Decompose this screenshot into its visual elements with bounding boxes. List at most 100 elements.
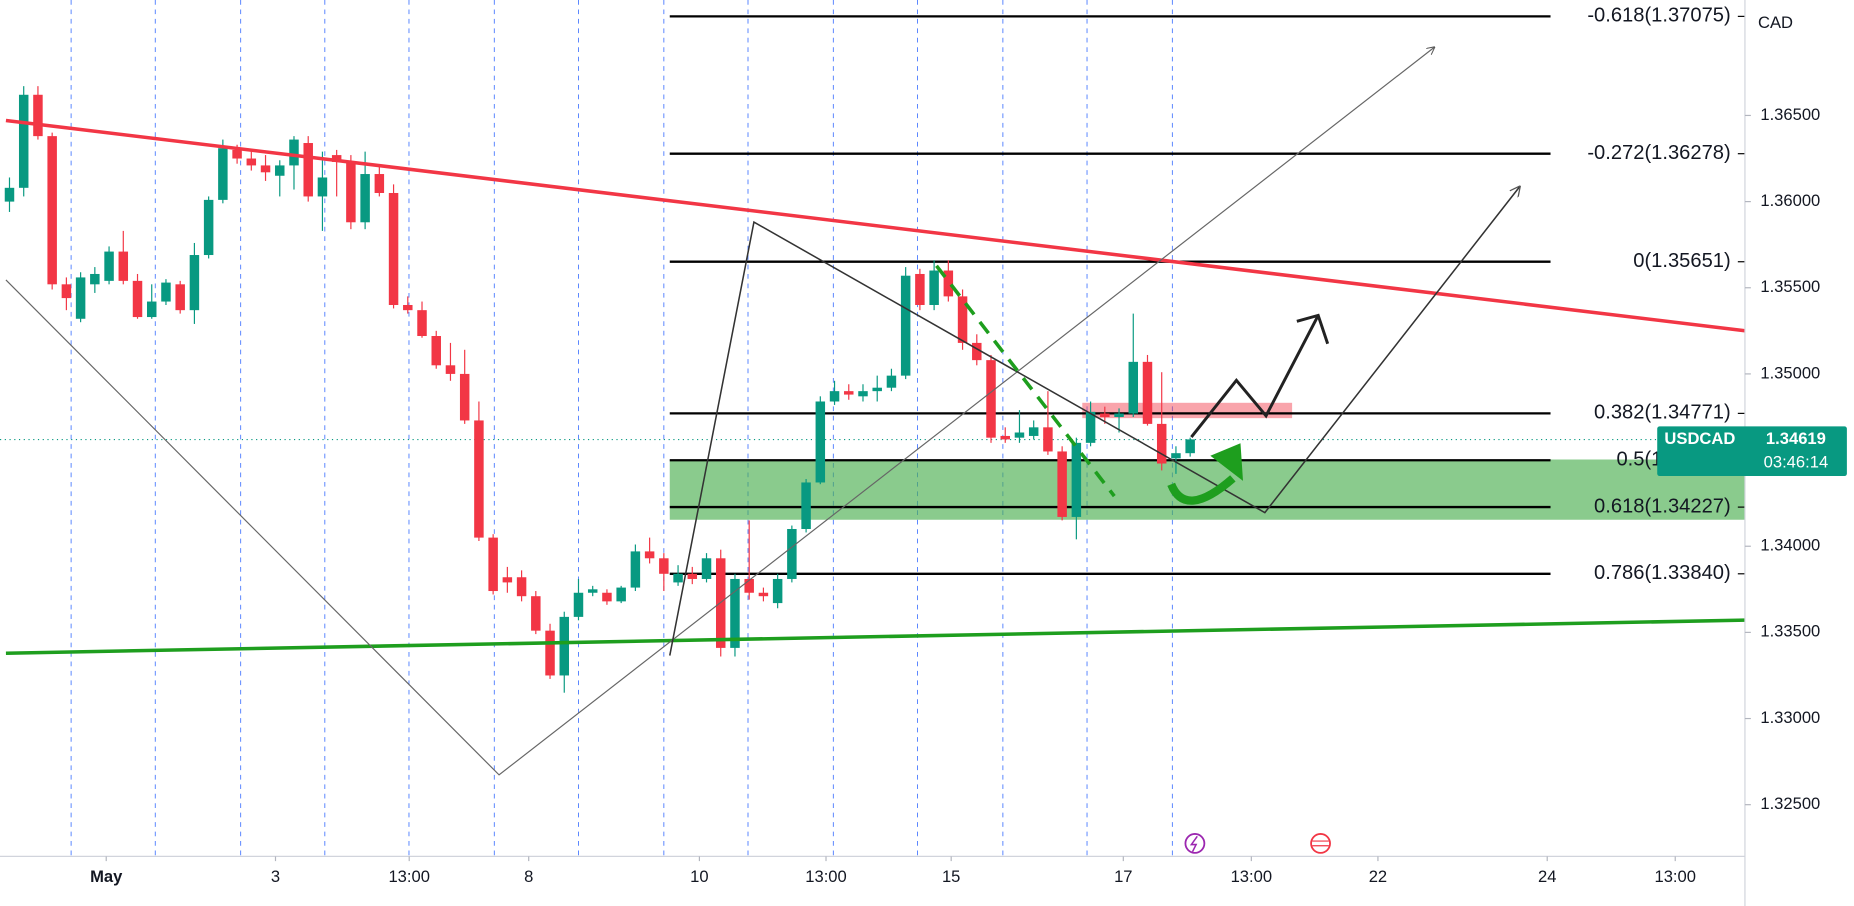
- candle-body: [474, 420, 484, 538]
- candle-body: [203, 199, 214, 256]
- candle-body: [659, 558, 669, 574]
- candle-body: [787, 528, 797, 579]
- currency-label: CAD: [1758, 13, 1793, 32]
- y-tick-label: 1.36500: [1760, 105, 1820, 124]
- candle-body: [573, 592, 584, 617]
- symbol-label: USDCAD: [1664, 429, 1735, 448]
- falling-dashed-line: [935, 264, 1116, 498]
- projection-path: [669, 187, 1520, 656]
- candle-body: [488, 537, 498, 592]
- candle-body: [218, 148, 228, 200]
- fib-label: -0.272(1.36278): [1587, 142, 1730, 164]
- demand-zone: [669, 459, 1745, 520]
- drawings: [5, 47, 1746, 776]
- fib-label: 0.382(1.34771): [1594, 402, 1731, 424]
- y-tick-label: 1.35000: [1760, 363, 1820, 382]
- candle-body: [815, 401, 826, 483]
- bounce-arrowhead: [1210, 443, 1244, 481]
- candle-body: [61, 284, 72, 299]
- candle-body: [189, 255, 200, 311]
- x-tick-label: 13:00: [1654, 867, 1695, 886]
- candle-body: [559, 616, 570, 676]
- x-tick-label: 3: [271, 867, 280, 886]
- candle-body: [260, 165, 271, 173]
- candle-body: [957, 296, 968, 343]
- channel-path: [5, 47, 1434, 776]
- candle-body: [90, 273, 100, 285]
- candle-body: [118, 251, 129, 281]
- fibonacci: -0.618(1.37075) -0.272(1.36278) 0(1.35651)…: [0, 5, 1745, 584]
- candle-body: [175, 284, 185, 311]
- candle-body: [1171, 453, 1181, 459]
- candle-body: [858, 391, 868, 397]
- x-tick-label: 15: [942, 867, 960, 886]
- candle-body: [872, 387, 882, 392]
- event-icons: [1184, 833, 1331, 854]
- projected-move: [1190, 314, 1320, 438]
- candle-body: [275, 165, 285, 176]
- candle-body: [459, 373, 470, 421]
- candle-body: [929, 270, 939, 305]
- candle-body: [744, 578, 754, 593]
- candle-body: [673, 573, 683, 583]
- x-tick-label: 13:00: [1231, 867, 1272, 886]
- candle-body: [886, 375, 897, 388]
- support-trendline: [5, 618, 1745, 655]
- candle-body: [317, 177, 328, 197]
- candle-body: [360, 174, 370, 223]
- y-tick-label: 1.32500: [1760, 794, 1820, 813]
- candle-body: [616, 587, 626, 602]
- candle-body: [1085, 411, 1096, 443]
- candle-body: [47, 136, 57, 285]
- candle-body: [232, 149, 242, 159]
- candle-body: [246, 158, 257, 166]
- candle-body: [403, 304, 413, 311]
- candle-body: [4, 187, 15, 202]
- candle-body: [346, 161, 356, 223]
- candle-body: [1185, 439, 1195, 454]
- candle-body: [801, 482, 811, 529]
- resistance-trendline: [5, 118, 1746, 333]
- candle-body: [331, 155, 342, 162]
- y-tick-label: 1.36000: [1760, 191, 1820, 210]
- candle-body: [972, 342, 982, 361]
- fib-label: 0.618(1.34227): [1594, 495, 1731, 517]
- candle-body: [531, 596, 541, 631]
- candle-body: [943, 270, 954, 297]
- candle-body: [33, 94, 43, 137]
- candle-body: [1114, 413, 1124, 417]
- candle-body: [1128, 361, 1139, 414]
- candle-body: [161, 282, 171, 302]
- y-tick-label: 1.35500: [1760, 277, 1820, 296]
- countdown-label: 03:46:14: [1764, 452, 1829, 471]
- candle-body: [900, 275, 911, 376]
- candle-body: [1100, 413, 1110, 417]
- candle-body: [630, 551, 641, 588]
- projected-arrowhead: [1296, 313, 1330, 345]
- candle-body: [374, 174, 385, 193]
- fib-label: -0.618(1.37075): [1587, 5, 1730, 27]
- candle-body: [730, 578, 740, 648]
- candle-body: [388, 192, 399, 305]
- candle-body: [644, 551, 655, 559]
- candles: [4, 86, 1195, 693]
- x-tick-label: 17: [1114, 867, 1132, 886]
- candle-body: [516, 577, 527, 597]
- x-tick-label: 13:00: [805, 867, 846, 886]
- candle-body: [687, 573, 698, 579]
- candle-body: [1028, 427, 1039, 436]
- last-price-label: 1.34619: [1766, 429, 1826, 448]
- candle-body: [146, 301, 157, 318]
- y-tick-label: 1.33000: [1760, 708, 1820, 727]
- candle-body: [289, 139, 299, 166]
- candle-body: [701, 558, 712, 579]
- candle-body: [1057, 451, 1067, 517]
- candle-body: [1000, 435, 1010, 440]
- x-tick-label: 10: [690, 867, 708, 886]
- candle-body: [1156, 423, 1167, 464]
- y-tick-label: 1.34000: [1760, 536, 1820, 555]
- candle-body: [844, 391, 854, 395]
- candle-body: [18, 94, 29, 188]
- last-price-box: USDCAD 1.34619 03:46:14: [1657, 426, 1847, 477]
